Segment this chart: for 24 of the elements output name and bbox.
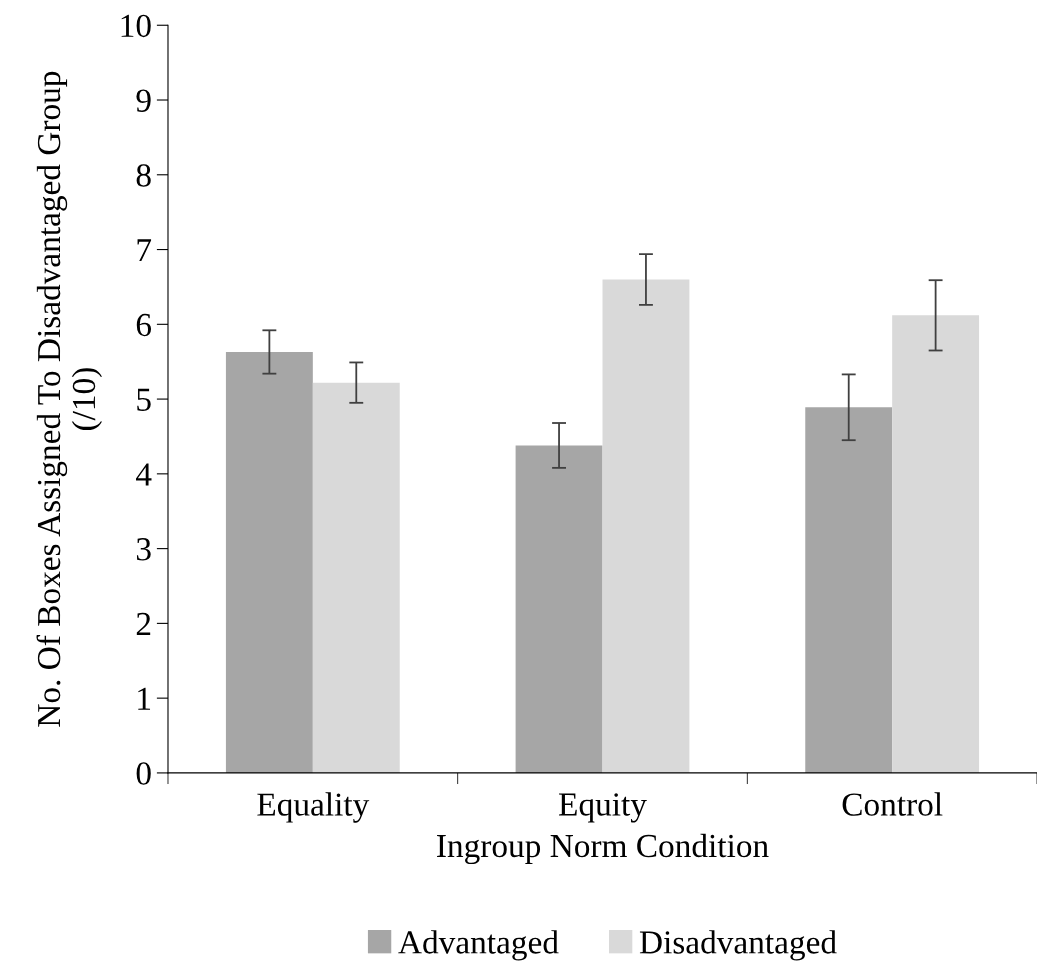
y-tick-label: 4 xyxy=(136,463,152,486)
y-axis-title: No. Of Boxes Assigned To Disadvantaged Group (/10) xyxy=(36,71,103,727)
bar xyxy=(892,315,980,773)
x-axis-title: Ingroup Norm Condition xyxy=(437,833,769,865)
x-tick-label: Control xyxy=(842,792,943,816)
bar xyxy=(805,407,893,773)
y-tick-label: 3 xyxy=(136,538,151,561)
y-tick-label: 2 xyxy=(136,612,151,635)
y-tick-label: 0 xyxy=(136,762,151,785)
y-tick-label: 1 xyxy=(138,687,151,710)
y-tick-label: 10 xyxy=(121,14,151,38)
y-tick-label: 7 xyxy=(137,239,152,262)
y-tick-label: 9 xyxy=(136,89,151,112)
y-tick-label: 8 xyxy=(136,164,151,187)
legend-label: Disadvantaged xyxy=(639,930,837,961)
y-tick-label: 6 xyxy=(136,313,152,337)
y-tick-label: 5 xyxy=(137,388,151,411)
bar xyxy=(515,445,603,773)
bar xyxy=(602,279,690,773)
bar xyxy=(312,382,400,773)
legend-label: Advantaged xyxy=(398,930,559,961)
x-tick-label: Equality xyxy=(257,792,370,823)
bar xyxy=(225,351,313,773)
x-tick-label: Equity xyxy=(559,793,647,823)
